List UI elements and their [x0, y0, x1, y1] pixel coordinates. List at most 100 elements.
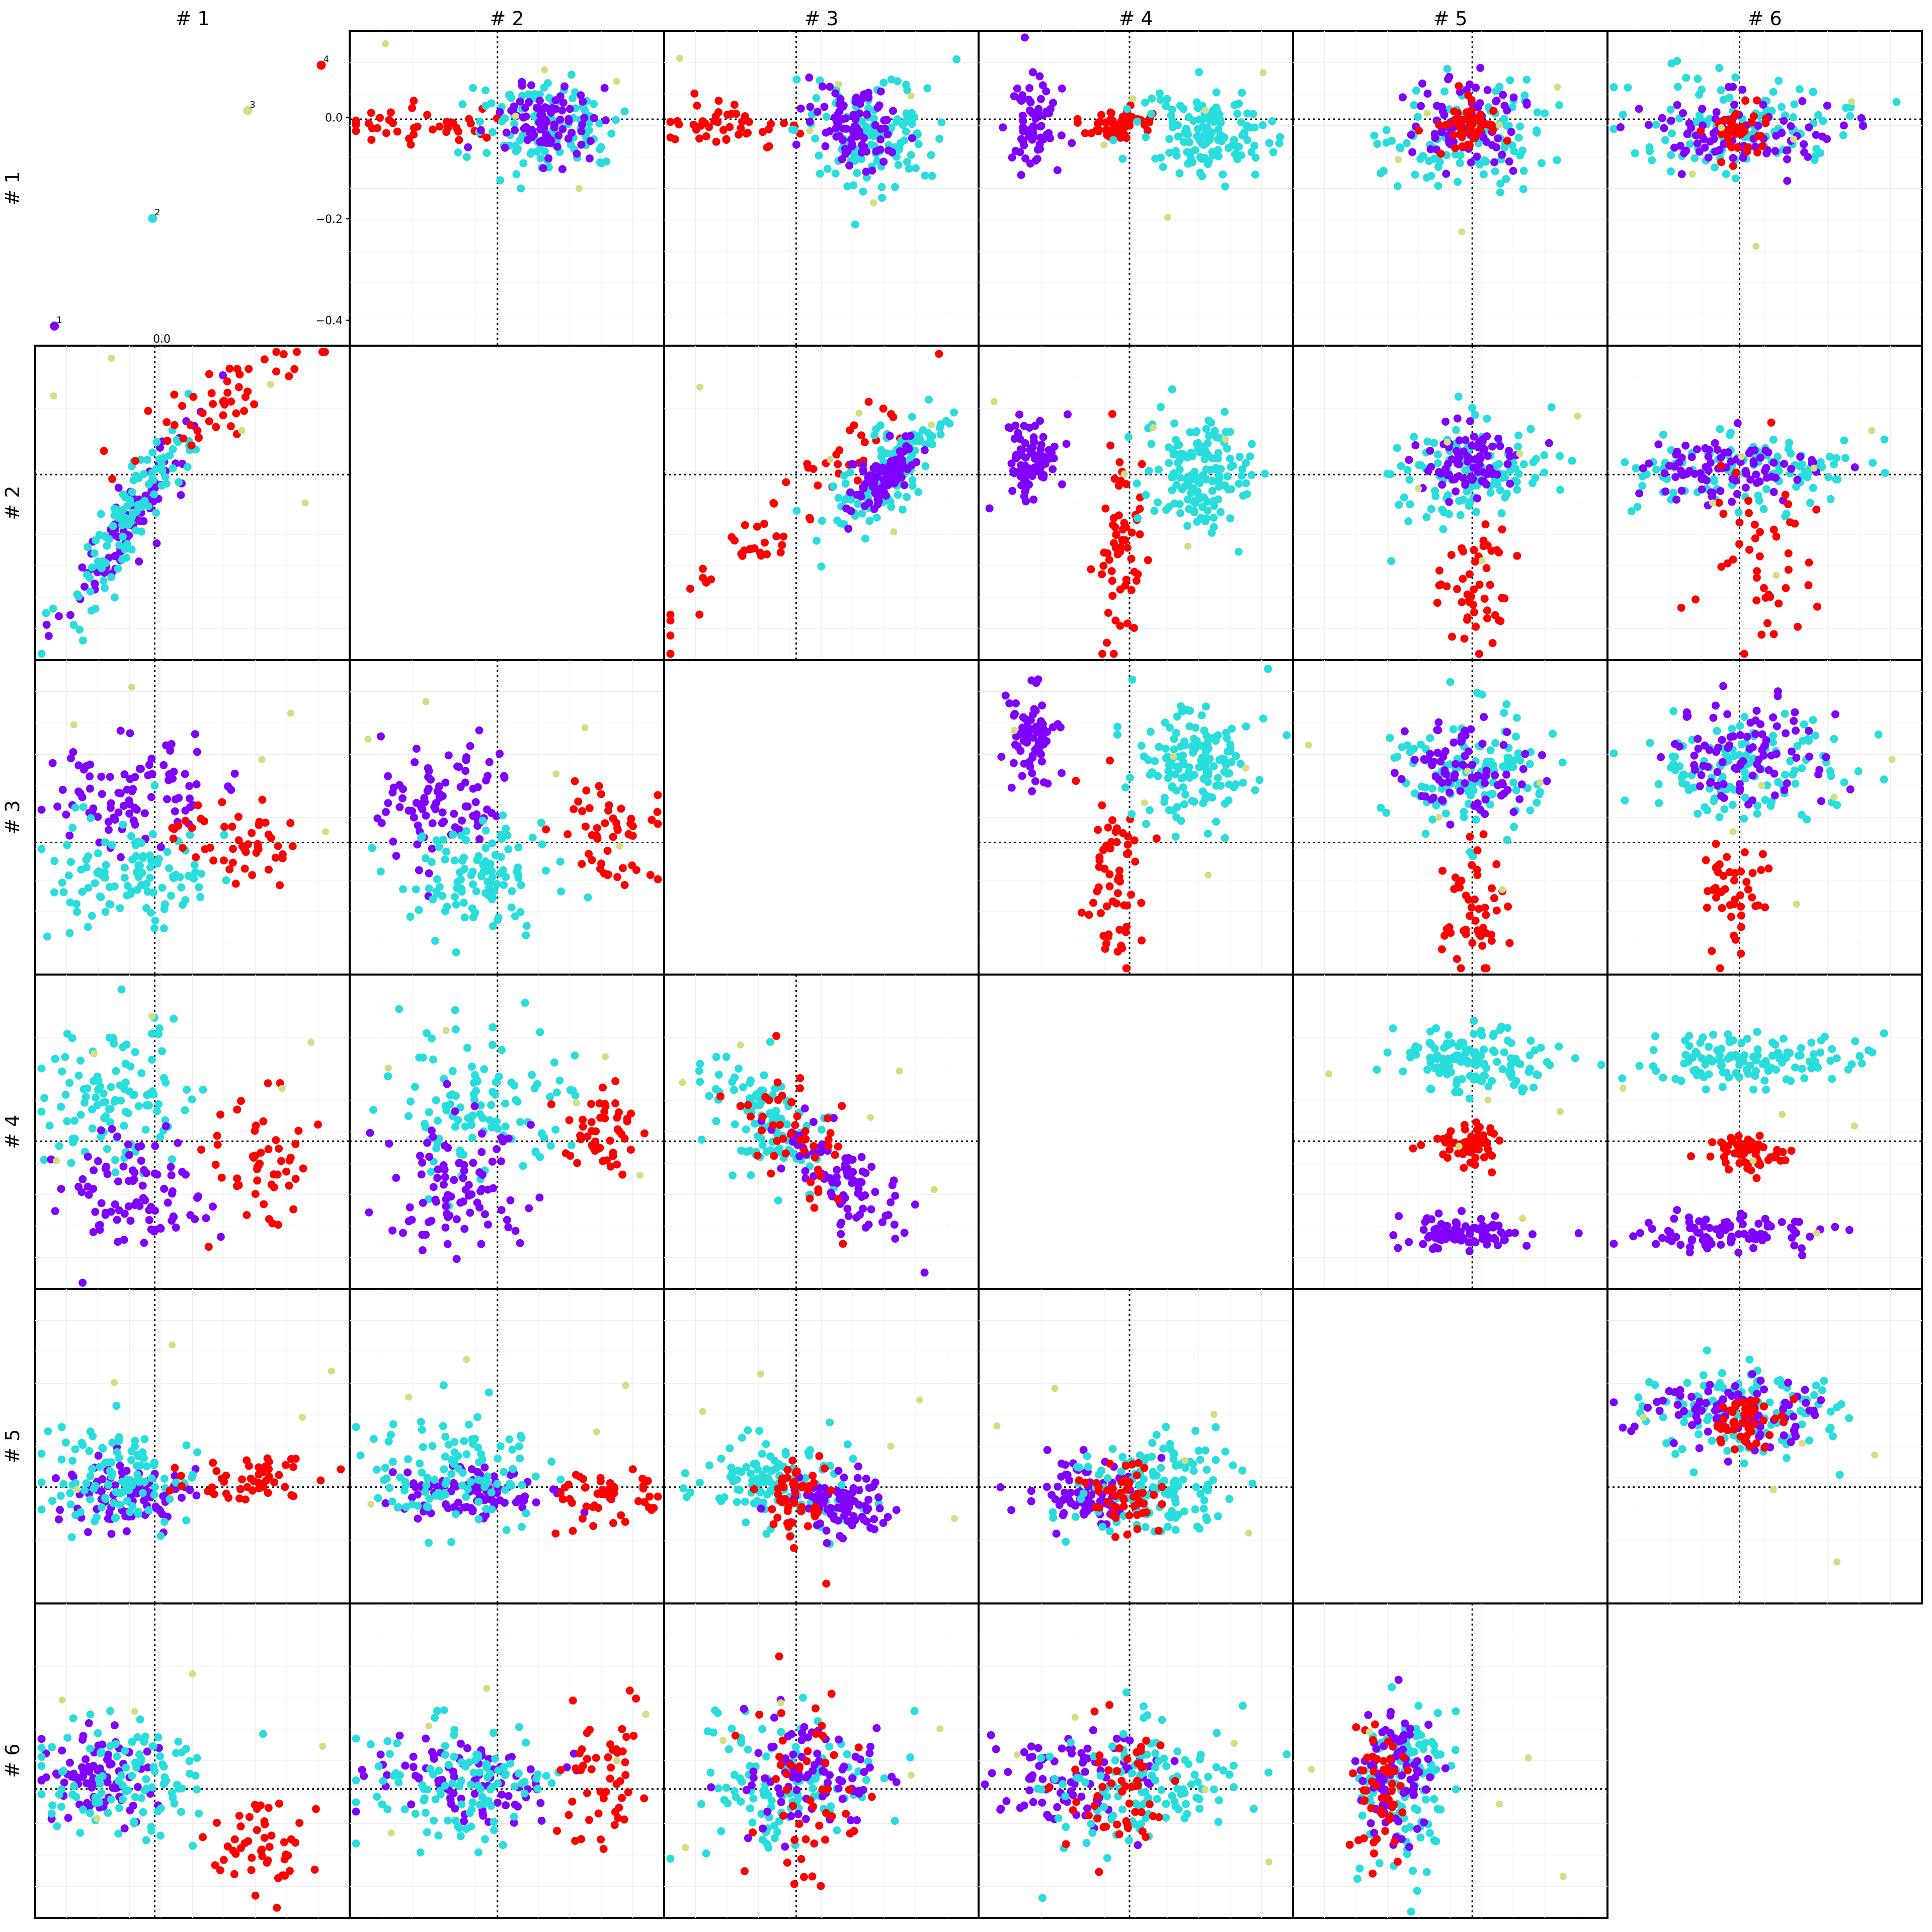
data-point — [488, 1157, 497, 1166]
data-point — [37, 1107, 46, 1116]
data-point — [758, 128, 767, 136]
data-point — [1661, 136, 1669, 144]
data-point — [1782, 729, 1790, 738]
data-point — [712, 1117, 720, 1125]
data-point — [1712, 840, 1720, 848]
data-point — [282, 1167, 291, 1176]
data-point — [1522, 98, 1531, 107]
data-point — [1744, 143, 1752, 151]
data-point — [1480, 713, 1488, 721]
data-point — [1201, 702, 1210, 711]
data-point — [1673, 101, 1681, 109]
data-point — [472, 887, 480, 896]
data-point — [131, 773, 139, 781]
data-point — [1131, 857, 1140, 866]
data-point — [1276, 133, 1284, 141]
data-point — [508, 887, 516, 896]
data-point — [1735, 787, 1744, 795]
data-point — [97, 1199, 106, 1208]
data-point — [1373, 140, 1382, 148]
data-point — [1038, 111, 1047, 120]
data-point — [120, 873, 129, 882]
data-point — [449, 119, 457, 127]
data-point — [1196, 514, 1205, 522]
data-point — [1176, 102, 1184, 110]
data-point — [831, 89, 840, 98]
data-point — [1488, 639, 1497, 648]
data-point — [1731, 174, 1740, 183]
data-point — [666, 631, 675, 640]
data-point — [1677, 170, 1686, 179]
data-point — [1638, 481, 1647, 490]
data-point — [111, 1168, 120, 1177]
data-point — [1113, 947, 1122, 956]
data-point — [440, 817, 448, 826]
data-point — [1434, 182, 1442, 190]
data-point — [140, 497, 149, 505]
data-point — [1673, 57, 1681, 65]
data-point — [79, 802, 88, 811]
data-point — [1494, 134, 1502, 143]
data-point — [1476, 127, 1485, 135]
data-point — [1214, 454, 1222, 463]
data-point — [58, 785, 67, 794]
data-point — [842, 504, 851, 513]
data-point — [1049, 99, 1058, 107]
data-point — [526, 1120, 535, 1129]
outlier-point — [1888, 756, 1896, 763]
data-point — [588, 856, 596, 864]
data-point — [1433, 599, 1441, 607]
data-point — [1470, 545, 1478, 554]
data-point — [169, 464, 177, 472]
data-point — [1010, 434, 1019, 443]
data-point — [90, 1166, 98, 1175]
data-point — [1435, 581, 1443, 590]
data-point — [1504, 902, 1512, 911]
data-point — [1468, 404, 1477, 412]
data-point — [73, 908, 82, 916]
data-point — [1039, 433, 1048, 441]
data-point — [441, 1223, 450, 1232]
data-point — [74, 592, 83, 601]
panel-2-6 — [1606, 345, 1923, 661]
data-point — [160, 905, 169, 913]
data-point — [814, 481, 822, 490]
data-point — [542, 138, 550, 147]
data-point — [1874, 730, 1883, 739]
data-point — [460, 1166, 468, 1175]
data-point — [152, 509, 160, 517]
data-point — [186, 831, 194, 839]
data-point — [1405, 455, 1413, 464]
column-title: # 1 — [175, 8, 209, 30]
data-point — [1801, 467, 1809, 476]
data-point — [818, 517, 826, 525]
data-point — [367, 135, 376, 144]
data-point — [1471, 411, 1480, 419]
data-point — [1426, 750, 1434, 758]
data-point — [525, 1204, 533, 1213]
data-point — [444, 1144, 452, 1152]
data-point — [1730, 100, 1739, 109]
data-point — [223, 388, 232, 397]
data-point — [62, 810, 70, 819]
data-point — [1128, 675, 1137, 684]
data-point — [568, 128, 576, 137]
data-point — [1772, 750, 1781, 758]
data-point — [522, 931, 530, 939]
data-point — [1057, 131, 1066, 140]
data-point — [646, 871, 655, 879]
data-point — [1398, 743, 1406, 752]
data-point — [1740, 127, 1749, 135]
data-point — [1463, 613, 1472, 622]
data-point — [423, 111, 432, 119]
data-point — [1122, 850, 1131, 858]
data-point — [1451, 150, 1460, 159]
data-point — [475, 1168, 484, 1177]
data-point — [1658, 114, 1666, 122]
data-point — [1058, 480, 1066, 489]
outlier-point — [1536, 779, 1544, 786]
data-point — [1181, 790, 1189, 799]
data-point — [722, 1053, 731, 1061]
data-point — [914, 488, 923, 497]
data-point — [623, 1117, 631, 1125]
